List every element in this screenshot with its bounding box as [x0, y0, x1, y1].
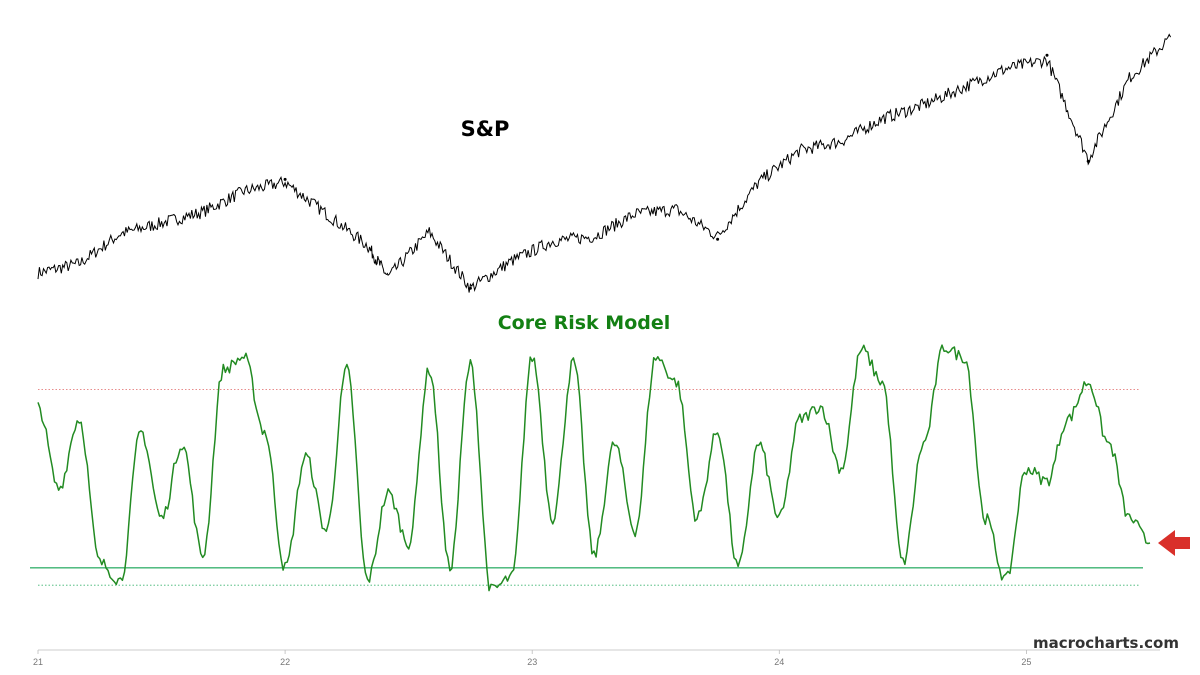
core-risk-model-title: Core Risk Model [498, 312, 671, 334]
sp-line [37, 33, 1172, 293]
x-tick-label: 22 [280, 657, 290, 667]
watermark: macrocharts.com [1033, 634, 1179, 652]
sp-highlight-point [1086, 159, 1090, 163]
core-risk-model-line [37, 344, 1151, 592]
sp-highlight-point [283, 177, 287, 181]
sp-highlight-point [716, 237, 720, 241]
x-tick-label: 24 [774, 657, 784, 667]
sp-title: S&P [461, 117, 510, 141]
sp-highlight-point [1045, 53, 1049, 57]
x-axis: 21 22 23 24 25 [33, 649, 1160, 667]
x-tick-label: 25 [1021, 657, 1031, 667]
sp-highlight-point [468, 286, 472, 290]
band-layer [30, 388, 1143, 586]
x-tick-label: 23 [527, 657, 537, 667]
risk-series-layer [37, 344, 1151, 592]
x-tick-label: 21 [33, 657, 43, 667]
current-reading-arrow-icon [1158, 530, 1190, 556]
sp-series-layer [37, 33, 1172, 293]
